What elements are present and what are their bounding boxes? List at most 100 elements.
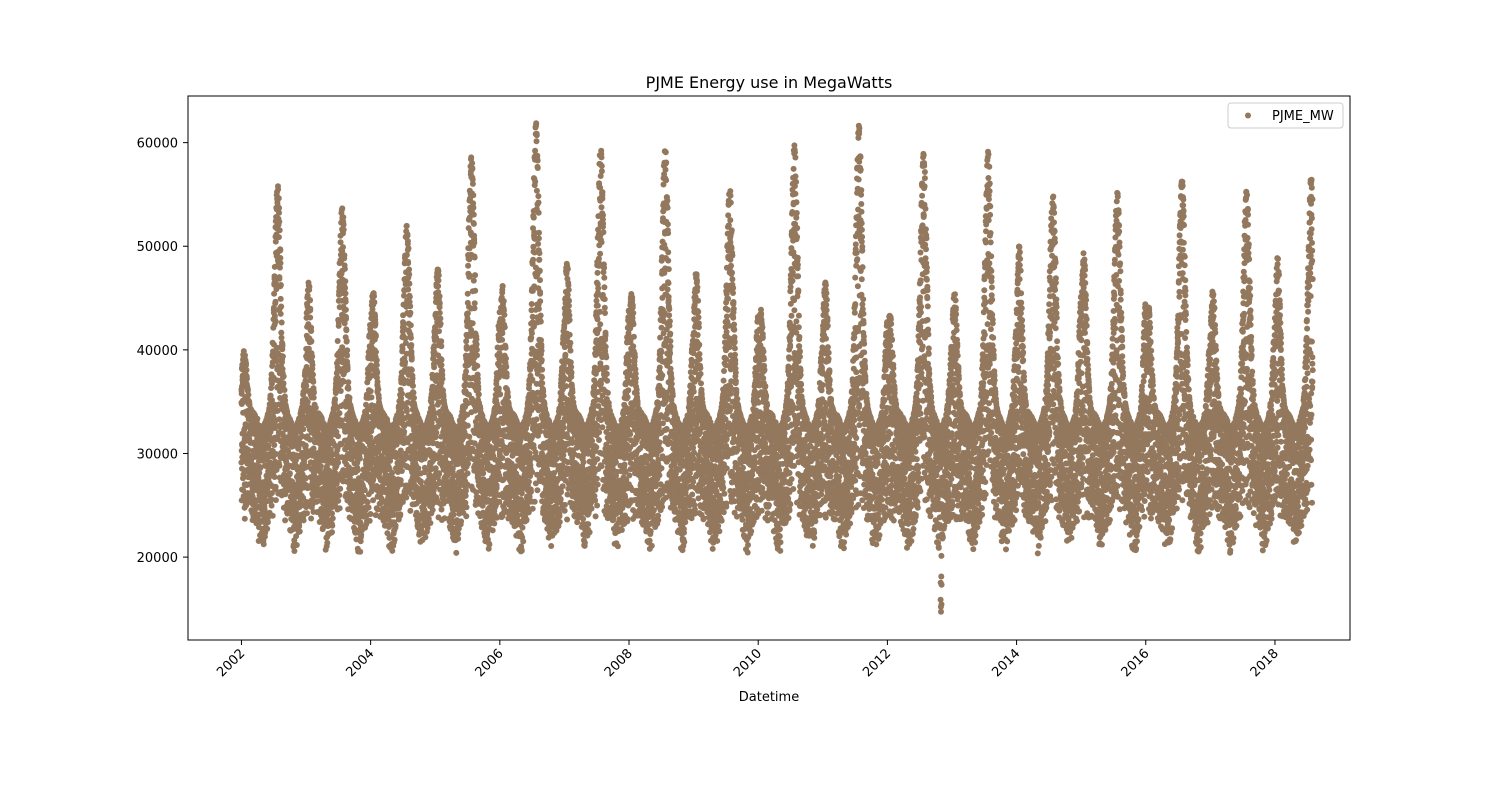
- data-point: [402, 359, 409, 365]
- data-point: [281, 387, 288, 393]
- data-point: [437, 315, 444, 322]
- data-point: [501, 311, 508, 318]
- data-point: [525, 478, 532, 485]
- data-point: [455, 535, 462, 542]
- data-point: [276, 401, 283, 408]
- data-point: [438, 362, 445, 368]
- data-point: [324, 539, 331, 546]
- data-point: [436, 328, 442, 335]
- data-point: [415, 465, 422, 472]
- data-point: [304, 399, 311, 405]
- data-point: [306, 283, 313, 290]
- data-point: [277, 260, 284, 267]
- data-point: [265, 442, 272, 449]
- data-point: [407, 322, 414, 329]
- data-point: [520, 538, 527, 545]
- data-point: [357, 519, 364, 526]
- data-point: [397, 511, 404, 518]
- data-point: [272, 483, 279, 490]
- data-point: [408, 367, 415, 373]
- data-point: [309, 362, 316, 368]
- data-point: [345, 379, 352, 386]
- data-point: [534, 165, 541, 171]
- data-point: [489, 527, 496, 534]
- data-point: [403, 408, 410, 415]
- data-point: [240, 487, 247, 494]
- data-point: [243, 362, 249, 369]
- data-point: [472, 272, 479, 279]
- data-point: [519, 524, 526, 531]
- data-point: [276, 209, 282, 216]
- data-point: [403, 494, 410, 501]
- data-point: [408, 354, 415, 361]
- data-point: [279, 343, 286, 349]
- data-point: [271, 419, 278, 425]
- data-point: [307, 314, 314, 321]
- data-point: [342, 285, 349, 291]
- data-point: [470, 277, 477, 284]
- data-point: [275, 186, 282, 193]
- data-point: [372, 319, 379, 326]
- data-point: [302, 475, 309, 482]
- data-point: [491, 520, 498, 527]
- data-point: [277, 255, 284, 261]
- data-point: [356, 455, 363, 462]
- data-point: [468, 154, 475, 161]
- data-point: [436, 471, 443, 477]
- data-point: [532, 178, 539, 185]
- data-point: [312, 404, 319, 411]
- data-point: [404, 238, 411, 245]
- data-point: [269, 512, 276, 519]
- data-point: [533, 187, 540, 194]
- data-point: [310, 371, 316, 378]
- data-point: [529, 376, 536, 383]
- data-point: [367, 434, 374, 441]
- data-point: [276, 416, 283, 423]
- data-point: [280, 438, 287, 445]
- data-point: [371, 299, 378, 306]
- data-point: [470, 211, 477, 218]
- data-point: [439, 375, 446, 382]
- data-point: [308, 515, 315, 522]
- data-point: [336, 410, 343, 417]
- data-point: [329, 510, 335, 517]
- data-point: [336, 492, 343, 499]
- data-point: [364, 499, 371, 506]
- data-point: [407, 309, 414, 316]
- data-point: [329, 522, 336, 529]
- data-point: [470, 204, 477, 211]
- data-point: [278, 319, 285, 326]
- data-point: [406, 293, 413, 300]
- data-point: [291, 548, 298, 554]
- data-point: [427, 520, 434, 526]
- data-point: [277, 247, 284, 254]
- data-point: [435, 272, 442, 279]
- data-point: [407, 334, 414, 341]
- data-point: [389, 547, 396, 554]
- data-point: [406, 271, 413, 278]
- data-point: [344, 347, 351, 354]
- data-point: [499, 455, 506, 461]
- data-point: [431, 364, 438, 371]
- data-point: [495, 385, 502, 392]
- data-point: [535, 240, 542, 247]
- data-point: [474, 352, 480, 359]
- data-point: [407, 507, 414, 514]
- data-point: [399, 346, 406, 352]
- data-point: [273, 358, 280, 364]
- data-point: [272, 497, 279, 504]
- data-point: [465, 262, 472, 269]
- data-point: [392, 522, 399, 529]
- data-point: [337, 388, 344, 394]
- data-point: [302, 442, 309, 449]
- data-point: [471, 305, 478, 312]
- data-point: [286, 470, 293, 477]
- data-point: [406, 280, 413, 287]
- data-point: [436, 293, 443, 300]
- data-point: [282, 517, 289, 524]
- data-point: [309, 353, 316, 360]
- data-point: [404, 232, 411, 239]
- data-point: [374, 369, 381, 376]
- data-point: [518, 547, 525, 554]
